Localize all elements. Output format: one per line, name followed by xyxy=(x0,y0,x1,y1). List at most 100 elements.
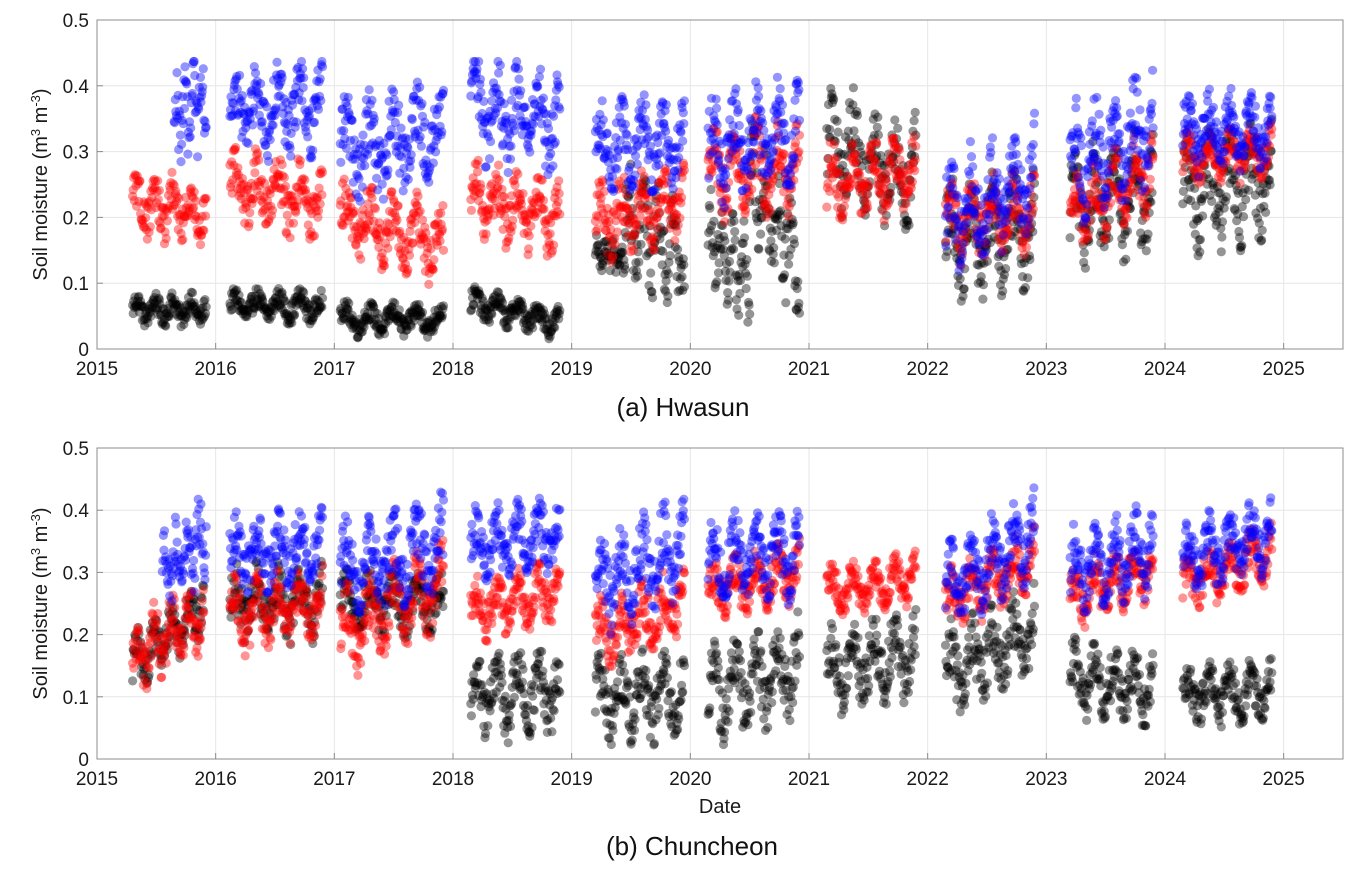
y-tick-label: 0.4 xyxy=(63,77,90,98)
data-point-blue xyxy=(1218,159,1228,169)
y-tick-label: 0.5 xyxy=(63,11,89,32)
data-point-blue xyxy=(355,196,365,206)
data-point-black xyxy=(303,303,313,313)
data-point-red xyxy=(910,155,920,165)
data-point-black xyxy=(825,124,835,134)
data-point-black xyxy=(193,310,203,320)
data-point-blue xyxy=(639,90,649,100)
data-point-blue xyxy=(198,64,208,74)
data-point-black xyxy=(344,317,354,327)
data-point-black xyxy=(168,296,178,306)
data-point-black xyxy=(350,320,360,330)
data-point-black xyxy=(146,311,156,321)
data-point-red xyxy=(1141,212,1151,222)
data-point-black xyxy=(309,300,319,310)
data-point-red xyxy=(554,176,564,186)
data-point-black xyxy=(179,315,190,325)
data-point-red xyxy=(608,251,618,261)
data-point-black xyxy=(305,305,316,315)
data-point-blue xyxy=(1229,112,1239,122)
data-point-red xyxy=(650,234,660,244)
data-point-black xyxy=(295,294,305,304)
data-point-black xyxy=(166,293,176,303)
data-point-black xyxy=(1079,248,1089,258)
data-point-blue xyxy=(994,174,1004,184)
data-point-blue xyxy=(475,74,485,84)
data-point-black xyxy=(291,300,301,310)
data-point-black xyxy=(247,291,257,301)
data-point-black xyxy=(233,299,243,309)
data-point-black xyxy=(231,295,241,305)
y-axis-label-hwasun: Soil moisture (m3 m-3) xyxy=(28,88,53,280)
data-point-black xyxy=(232,296,242,306)
data-point-black xyxy=(238,309,248,319)
data-point-red xyxy=(1100,233,1110,243)
data-point-black xyxy=(1238,212,1249,222)
data-point-black xyxy=(372,321,382,331)
y-tick-label: 0.3 xyxy=(63,143,89,164)
data-point-blue xyxy=(1027,172,1037,183)
data-point-black xyxy=(150,303,160,313)
data-point-black xyxy=(379,319,389,329)
data-point-red xyxy=(1021,242,1032,252)
data-point-blue xyxy=(746,170,756,180)
data-point-blue xyxy=(602,128,612,138)
data-point-black xyxy=(1217,232,1227,242)
data-point-black xyxy=(377,326,387,336)
data-point-black xyxy=(294,295,304,305)
data-point-black xyxy=(246,291,257,302)
data-point-red xyxy=(524,244,534,254)
data-point-black xyxy=(161,321,171,331)
data-point-black xyxy=(141,306,151,316)
data-point-black xyxy=(178,308,188,318)
data-point-red xyxy=(288,218,299,228)
data-point-blue xyxy=(1121,196,1131,206)
data-point-black xyxy=(130,292,140,302)
data-point-red xyxy=(1102,222,1112,232)
data-point-black xyxy=(347,314,357,324)
data-point-red xyxy=(526,221,536,231)
data-point-black xyxy=(296,293,307,304)
data-point-black xyxy=(555,306,565,316)
data-point-black xyxy=(289,311,299,321)
data-point-red xyxy=(766,184,776,194)
data-point-red xyxy=(655,207,665,217)
data-point-red xyxy=(201,193,211,203)
data-point-blue xyxy=(367,95,377,105)
data-point-black xyxy=(262,311,272,321)
data-point-black xyxy=(550,322,560,333)
data-point-black xyxy=(286,300,296,310)
data-point-black xyxy=(282,308,292,319)
data-point-black xyxy=(1198,211,1208,221)
data-point-black xyxy=(274,284,284,294)
data-point-black xyxy=(299,287,309,298)
data-point-blue xyxy=(609,184,619,194)
data-point-blue xyxy=(981,237,991,247)
data-point-blue xyxy=(1211,117,1221,127)
data-point-red xyxy=(413,191,423,201)
data-point-black xyxy=(346,315,356,326)
data-point-blue xyxy=(624,162,635,172)
x-tick-label: 2023 xyxy=(1025,359,1067,380)
data-point-blue xyxy=(987,133,998,143)
data-point-black xyxy=(366,297,376,307)
data-point-black xyxy=(1080,263,1090,273)
data-point-black xyxy=(230,297,240,307)
data-point-red xyxy=(476,183,486,193)
data-point-black xyxy=(315,303,325,313)
data-point-black xyxy=(161,309,171,319)
data-point-black xyxy=(259,302,270,313)
data-point-black xyxy=(370,315,380,325)
data-point-black xyxy=(239,306,249,316)
data-point-black xyxy=(365,314,375,324)
data-point-black xyxy=(345,312,355,323)
data-point-blue xyxy=(1132,73,1142,83)
data-point-red xyxy=(884,198,894,208)
data-point-blue xyxy=(1112,103,1122,113)
data-point-black xyxy=(251,284,261,294)
data-point-red xyxy=(675,213,685,223)
data-point-red xyxy=(285,233,295,243)
data-point-blue xyxy=(180,62,190,72)
data-point-blue xyxy=(1226,83,1236,94)
data-point-red xyxy=(834,167,844,177)
